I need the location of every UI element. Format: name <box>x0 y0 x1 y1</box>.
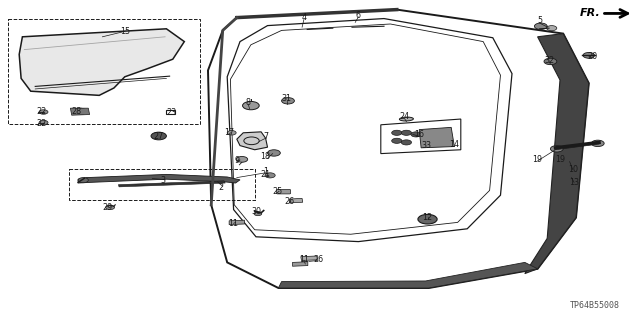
Text: 16: 16 <box>414 130 424 139</box>
Text: 32: 32 <box>544 56 554 65</box>
Text: 9: 9 <box>234 156 239 164</box>
Circle shape <box>243 101 259 110</box>
Text: 7: 7 <box>263 132 268 140</box>
Circle shape <box>583 52 595 58</box>
Polygon shape <box>525 34 589 274</box>
Circle shape <box>534 23 547 29</box>
Text: 24: 24 <box>399 112 410 121</box>
Circle shape <box>268 150 280 156</box>
Circle shape <box>236 156 248 162</box>
Bar <box>8 19 200 124</box>
Text: 25: 25 <box>272 187 282 196</box>
Text: 5: 5 <box>537 16 542 25</box>
Polygon shape <box>292 262 308 266</box>
Circle shape <box>392 130 402 135</box>
Text: 30: 30 <box>251 207 261 216</box>
Circle shape <box>418 214 437 224</box>
Circle shape <box>401 140 412 145</box>
Text: 1: 1 <box>263 167 268 176</box>
Circle shape <box>254 212 262 216</box>
Text: 17: 17 <box>224 128 234 137</box>
Text: 22: 22 <box>36 107 47 116</box>
Text: 29: 29 <box>102 203 113 212</box>
Circle shape <box>550 146 563 152</box>
Text: 33: 33 <box>422 141 432 150</box>
Text: 23: 23 <box>166 108 177 116</box>
Text: 6: 6 <box>356 11 361 20</box>
Text: 4: 4 <box>301 13 307 22</box>
Polygon shape <box>278 262 538 288</box>
Text: 20: 20 <box>587 52 597 61</box>
Ellipse shape <box>399 117 413 121</box>
Text: 22: 22 <box>36 119 47 128</box>
Text: 15: 15 <box>120 27 130 36</box>
Circle shape <box>39 110 48 114</box>
Circle shape <box>106 205 115 210</box>
Text: 19: 19 <box>532 155 543 164</box>
Text: 13: 13 <box>569 178 579 187</box>
Circle shape <box>227 131 236 135</box>
Text: 11: 11 <box>228 220 239 228</box>
Polygon shape <box>78 174 240 183</box>
Polygon shape <box>419 127 454 148</box>
Polygon shape <box>19 29 184 95</box>
Text: 19: 19 <box>555 155 565 164</box>
Text: 2: 2 <box>218 183 223 192</box>
Circle shape <box>74 108 86 115</box>
Text: 31: 31 <box>282 94 292 103</box>
Polygon shape <box>289 198 303 203</box>
FancyBboxPatch shape <box>276 189 291 194</box>
Text: 14: 14 <box>449 140 460 148</box>
Bar <box>166 110 175 114</box>
Text: 21: 21 <box>260 170 271 179</box>
Circle shape <box>151 132 166 140</box>
Polygon shape <box>70 108 90 115</box>
Circle shape <box>39 120 48 125</box>
Text: 27: 27 <box>154 132 164 140</box>
Text: 18: 18 <box>260 152 271 161</box>
Text: TP64B55008: TP64B55008 <box>570 301 620 310</box>
Circle shape <box>591 140 604 147</box>
Text: 3: 3 <box>161 176 166 185</box>
Polygon shape <box>229 220 244 225</box>
Circle shape <box>544 58 557 65</box>
Polygon shape <box>237 132 268 150</box>
Bar <box>69 169 255 200</box>
Circle shape <box>282 98 294 104</box>
Circle shape <box>265 173 275 178</box>
Circle shape <box>392 138 402 143</box>
Polygon shape <box>301 256 317 260</box>
Circle shape <box>547 26 557 31</box>
Text: 11: 11 <box>299 255 309 264</box>
Text: FR.: FR. <box>580 8 600 18</box>
Text: 12: 12 <box>422 213 433 222</box>
Text: 10: 10 <box>568 165 578 174</box>
Text: 26: 26 <box>284 197 294 206</box>
Polygon shape <box>118 181 225 187</box>
Text: 26: 26 <box>313 255 323 264</box>
Text: 8: 8 <box>246 98 251 107</box>
Circle shape <box>401 130 412 135</box>
Circle shape <box>411 132 421 137</box>
Text: 28: 28 <box>72 107 82 116</box>
Circle shape <box>78 178 88 183</box>
